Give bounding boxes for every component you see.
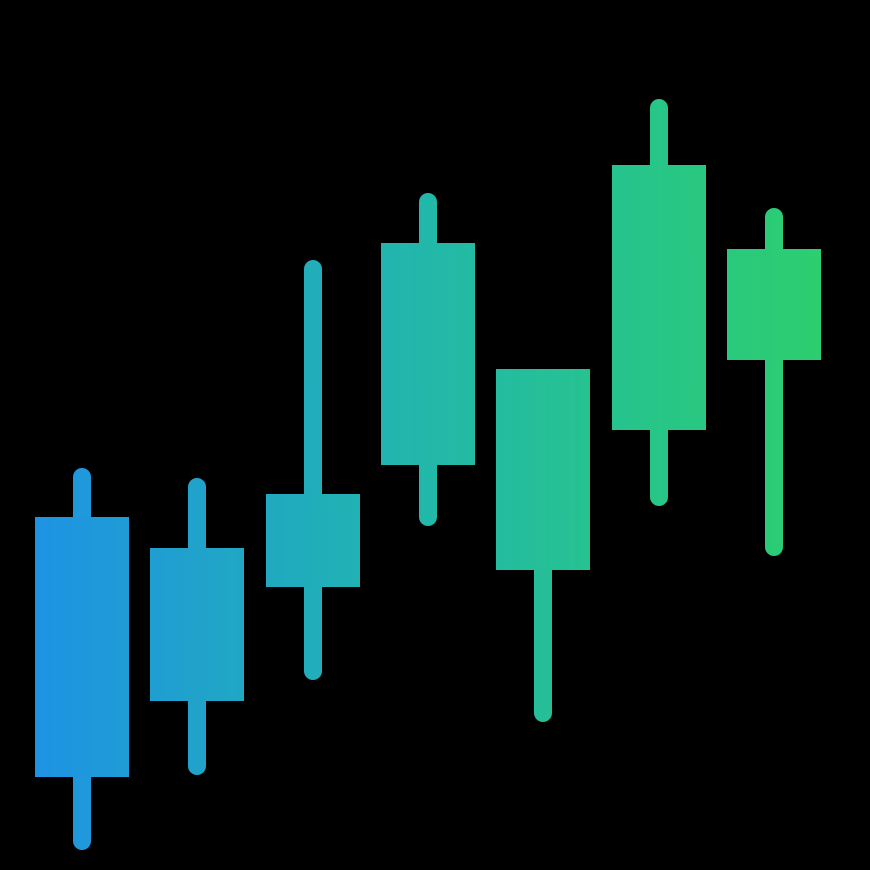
candlestick-chart (0, 0, 870, 870)
candle-body (150, 548, 244, 701)
candle-body (496, 369, 590, 570)
candle-wick (304, 260, 322, 680)
candle-body (727, 249, 821, 360)
candle-body (381, 243, 475, 465)
candle-body (35, 517, 129, 777)
candle-body (266, 494, 360, 587)
candle-body (612, 165, 706, 430)
